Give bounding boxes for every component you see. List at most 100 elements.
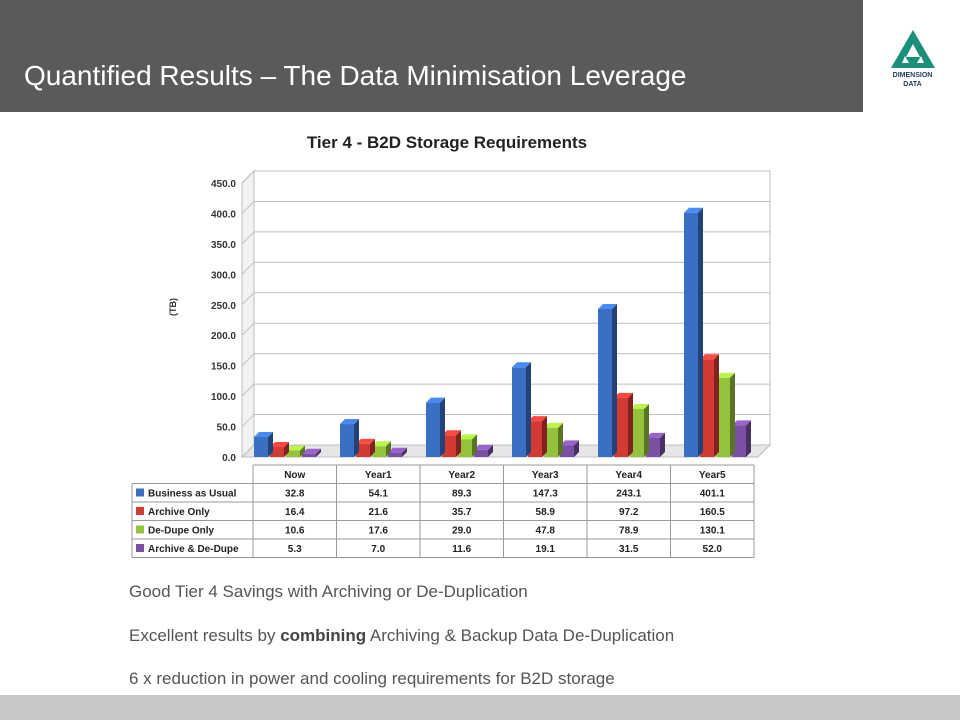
- bar-top: [372, 441, 391, 447]
- bar-side: [574, 440, 579, 457]
- y-tick-label: 0.0: [222, 453, 236, 464]
- data-label: 243.1: [616, 489, 641, 500]
- bar-side: [644, 403, 649, 457]
- bar-top: [388, 447, 407, 453]
- data-label: 31.5: [619, 544, 639, 555]
- bar-side: [746, 420, 751, 457]
- logo-text-line2: DATA: [903, 81, 922, 88]
- bar-side: [402, 447, 407, 457]
- gridline-side: [241, 261, 255, 275]
- bar-top: [426, 397, 445, 403]
- bar-top: [716, 372, 735, 378]
- data-label: 54.1: [369, 489, 389, 500]
- bar-side: [386, 441, 391, 457]
- data-label: 29.0: [452, 526, 472, 537]
- data-label: 58.9: [536, 507, 556, 518]
- y-tick-label: 100.0: [211, 392, 236, 403]
- bar-side: [300, 445, 305, 457]
- bar-side: [284, 442, 289, 457]
- data-label: 21.6: [369, 507, 389, 518]
- bar-top: [458, 434, 477, 440]
- bar-top: [474, 444, 493, 450]
- legend-swatch: [136, 525, 144, 534]
- gridline-side: [241, 414, 255, 427]
- bar-side: [714, 354, 719, 457]
- bar: [458, 439, 472, 457]
- y-tick-label: 200.0: [211, 331, 236, 342]
- bar-top: [356, 438, 375, 444]
- bar: [372, 446, 386, 457]
- bar-top: [302, 448, 321, 454]
- gridline-side: [241, 383, 255, 397]
- bar-side: [370, 438, 375, 457]
- legend-label: De-Dupe Only: [148, 526, 215, 537]
- gridline-side: [241, 292, 255, 306]
- bar-side: [526, 362, 531, 457]
- bar: [442, 435, 456, 457]
- data-label: 16.4: [285, 507, 305, 518]
- bar: [254, 437, 268, 457]
- company-logo: DIMENSION DATA: [865, 0, 960, 112]
- data-label: 89.3: [452, 489, 472, 500]
- data-label: 32.8: [285, 489, 305, 500]
- logo-text-line1: DIMENSION: [892, 72, 933, 79]
- slide-header: Quantified Results – The Data Minimisati…: [0, 0, 863, 112]
- bar: [270, 447, 284, 457]
- bar-side: [354, 419, 359, 457]
- y-tick-label: 350.0: [211, 240, 236, 251]
- bar: [340, 424, 354, 457]
- bar-top: [442, 430, 461, 436]
- bar: [302, 453, 316, 457]
- bar: [426, 402, 440, 457]
- data-label: 47.8: [536, 526, 556, 537]
- slide-title: Quantified Results – The Data Minimisati…: [24, 60, 687, 91]
- x-tick-label: Now: [284, 470, 305, 481]
- data-label: 17.6: [369, 526, 389, 537]
- bar-side: [628, 392, 633, 457]
- bar-top: [254, 432, 273, 438]
- bar: [544, 427, 558, 457]
- bar: [700, 359, 714, 457]
- x-tick-label: Year1: [365, 470, 392, 481]
- x-tick-label: Year5: [699, 470, 726, 481]
- gridline-side: [241, 322, 255, 336]
- bar-side: [558, 422, 563, 457]
- bar-side: [660, 432, 665, 457]
- gridline-side: [241, 231, 255, 245]
- gridline-side: [241, 353, 255, 367]
- y-tick-label: 250.0: [211, 301, 236, 312]
- bar-top: [630, 403, 649, 409]
- bar: [732, 425, 746, 457]
- bar-chart: Tier 4 - B2D Storage Requirements 0.0 50.0…: [131, 133, 772, 558]
- logo-triangle-icon: [891, 30, 935, 68]
- data-label: 5.3: [288, 544, 302, 555]
- bar-side: [440, 397, 445, 457]
- bar: [646, 437, 660, 457]
- bar-top: [286, 445, 305, 451]
- y-tick-label: 400.0: [211, 209, 236, 220]
- bar-top: [340, 419, 359, 425]
- legend-swatch: [136, 488, 144, 497]
- y-tick-label: 150.0: [211, 362, 236, 373]
- legend-label: Archive & De-Dupe: [148, 544, 239, 555]
- bar-top: [544, 422, 563, 428]
- bar-top: [270, 442, 289, 448]
- bar-top: [528, 416, 547, 422]
- data-label: 52.0: [703, 544, 723, 555]
- x-tick-label: Year2: [448, 470, 475, 481]
- bar: [614, 397, 628, 457]
- bar: [716, 377, 730, 457]
- bar-side: [730, 372, 735, 457]
- chart-side-wall: [241, 169, 255, 459]
- bar-top: [560, 440, 579, 446]
- legend-swatch: [136, 507, 144, 515]
- y-tick-label: 50.0: [217, 423, 237, 434]
- data-label: 35.7: [452, 507, 472, 518]
- bar: [684, 212, 698, 457]
- bar: [512, 367, 526, 457]
- bar: [560, 445, 574, 457]
- bar-top: [732, 420, 751, 426]
- data-label: 401.1: [700, 489, 725, 500]
- bar-top: [646, 432, 665, 438]
- bar: [388, 452, 402, 457]
